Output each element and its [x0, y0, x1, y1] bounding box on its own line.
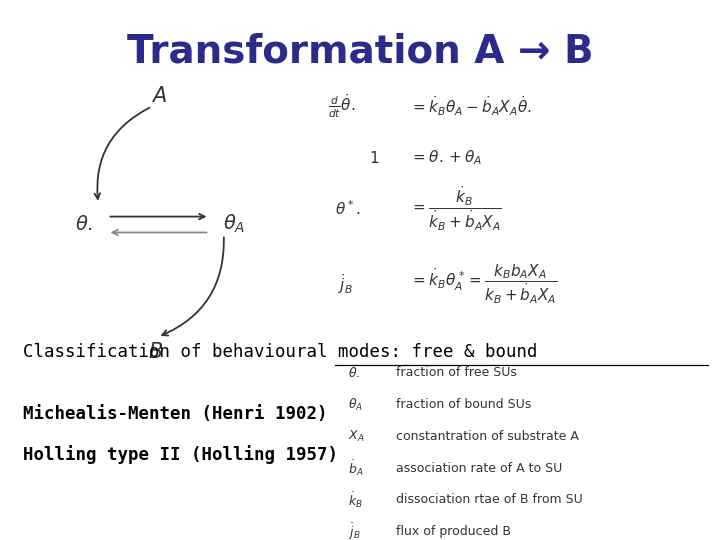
- Text: $= \dfrac{\dot{k}_B}{\dot{k}_B + \dot{b}_A X_A}$: $= \dfrac{\dot{k}_B}{\dot{k}_B + \dot{b}…: [410, 185, 502, 233]
- Text: $\theta.$: $\theta.$: [348, 366, 360, 380]
- Text: Holling type II (Holling 1957): Holling type II (Holling 1957): [23, 446, 338, 464]
- Text: $\frac{d}{dt}\dot{\theta}.$: $\frac{d}{dt}\dot{\theta}.$: [328, 93, 355, 120]
- Text: $\dot{j}_B$: $\dot{j}_B$: [348, 522, 360, 540]
- Text: $X_A$: $X_A$: [348, 429, 364, 444]
- Text: $= \theta. + \theta_A$: $= \theta. + \theta_A$: [410, 148, 482, 167]
- Text: $\theta^*.$: $\theta^*.$: [335, 200, 361, 218]
- Text: fraction of free SUs: fraction of free SUs: [396, 366, 517, 380]
- Text: $1$: $1$: [369, 150, 379, 166]
- Text: $\theta.$: $\theta.$: [75, 215, 93, 234]
- Text: Transformation A → B: Transformation A → B: [127, 32, 593, 70]
- Text: association rate of A to SU: association rate of A to SU: [396, 462, 562, 475]
- Text: flux of produced B: flux of produced B: [396, 525, 511, 538]
- Text: $\dot{j}_B$: $\dot{j}_B$: [338, 272, 354, 296]
- Text: constantration of substrate A: constantration of substrate A: [396, 430, 579, 443]
- Text: $A$: $A$: [151, 86, 167, 106]
- Text: dissociation rtae of B from SU: dissociation rtae of B from SU: [396, 494, 582, 507]
- Text: fraction of bound SUs: fraction of bound SUs: [396, 398, 531, 411]
- Text: $\dot{k}_B$: $\dot{k}_B$: [348, 490, 363, 510]
- Text: $= \dot{k}_B\theta_A - \dot{b}_A X_A\dot{\theta}.$: $= \dot{k}_B\theta_A - \dot{b}_A X_A\dot…: [410, 94, 532, 118]
- Text: $B$: $B$: [148, 342, 163, 362]
- Text: Michealis-Menten (Henri 1902): Michealis-Menten (Henri 1902): [23, 405, 328, 423]
- Text: $\dot{b}_A$: $\dot{b}_A$: [348, 458, 364, 478]
- Text: $= \dot{k}_B\theta^*_A = \dfrac{k_B b_A X_A}{k_B + \dot{b}_A X_A}$: $= \dot{k}_B\theta^*_A = \dfrac{k_B b_A …: [410, 262, 558, 306]
- Text: Classification of behavioural modes: free & bound: Classification of behavioural modes: fre…: [23, 343, 537, 361]
- Text: $\theta_A$: $\theta_A$: [223, 213, 246, 235]
- Text: $\theta_A$: $\theta_A$: [348, 396, 363, 413]
